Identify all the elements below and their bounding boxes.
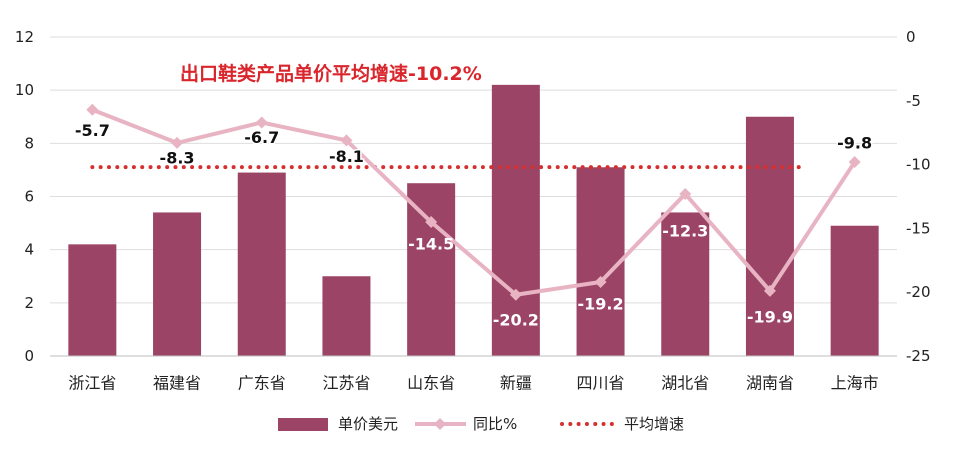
line-marker: [763, 284, 776, 297]
line-marker: [509, 288, 522, 301]
yoy-line-series: [86, 103, 861, 301]
data-label: -12.3: [662, 221, 708, 240]
bar: [745, 116, 794, 356]
legend-item-average: 平均增速: [560, 415, 684, 433]
y-left-tick-label: 4: [24, 241, 34, 259]
legend-label-yoy: 同比%: [473, 415, 517, 433]
data-label: -19.9: [747, 307, 793, 326]
data-label: -14.5: [408, 235, 454, 254]
bar: [153, 212, 202, 356]
legend-label-unit-price: 单价美元: [338, 415, 398, 433]
yoy-line: [91, 107, 857, 297]
line-marker: [340, 134, 353, 147]
x-tick-label: 广东省: [238, 374, 286, 393]
y-left-tick-label: 6: [24, 188, 34, 206]
x-tick-label: 四川省: [577, 374, 625, 393]
y-right-tick-label: -20: [906, 283, 931, 301]
x-tick-label: 江苏省: [322, 374, 370, 393]
data-labels: -5.7 -8.3 -6.7 -8.1 -14.5 -20.2 -19.2 -12.3 -19.…: [73, 120, 873, 330]
y-right-tick-label: -10: [906, 156, 931, 174]
data-label: -20.2: [493, 310, 539, 329]
bar: [322, 276, 371, 356]
y-right-tick-label: -15: [906, 219, 931, 237]
x-tick-label: 湖北省: [661, 374, 709, 393]
data-label: -8.3: [160, 148, 195, 167]
legend-label-average: 平均增速: [624, 415, 684, 433]
bar: [661, 212, 710, 356]
data-label: -6.7: [244, 128, 279, 147]
data-label: -8.1: [329, 147, 364, 166]
line-marker: [255, 116, 268, 129]
bar: [576, 167, 625, 356]
x-tick-label: 山东省: [407, 374, 455, 393]
x-axis: 浙江省 福建省 广东省 江苏省 山东省 新疆 四川省 湖北省 湖南省 上海市: [50, 355, 897, 393]
left-axis: 0 2 4 6 8 10 12: [15, 28, 34, 365]
line-marker: [848, 156, 861, 169]
y-left-tick-label: 8: [24, 134, 34, 152]
legend-diamond-marker: [434, 418, 446, 430]
bar: [407, 183, 456, 356]
legend-item-yoy: 同比%: [415, 415, 517, 433]
x-tick-label: 湖南省: [746, 374, 794, 393]
legend-swatch-bar: [278, 418, 328, 431]
y-left-tick-label: 2: [24, 294, 34, 312]
x-tick-label: 新疆: [500, 374, 532, 393]
y-left-tick-label: 10: [15, 81, 34, 99]
legend: 单价美元 同比% 平均增速: [278, 415, 684, 433]
bar-series-unit-price: [68, 84, 879, 356]
y-right-tick-label: -5: [906, 92, 921, 110]
right-axis: 0 -5 -10 -15 -20 -25: [906, 28, 931, 365]
line-marker: [86, 103, 99, 116]
y-right-tick-label: -25: [906, 347, 931, 365]
line-marker: [425, 216, 438, 229]
line-marker: [679, 187, 692, 200]
y-left-tick-label: 0: [24, 347, 34, 365]
line-marker: [594, 275, 607, 288]
x-tick-label: 福建省: [153, 374, 201, 393]
data-label: -19.2: [577, 294, 623, 313]
bar: [68, 244, 117, 356]
bar: [491, 84, 540, 356]
y-left-tick-label: 12: [15, 28, 34, 46]
data-label: -5.7: [75, 121, 110, 140]
line-marker: [171, 136, 184, 149]
y-right-tick-label: 0: [906, 28, 916, 46]
chart-annotation: 出口鞋类产品单价平均增速-10.2%: [180, 62, 482, 85]
x-tick-label: 浙江省: [68, 374, 116, 393]
bar: [237, 172, 286, 356]
x-tick-label: 上海市: [831, 374, 879, 393]
data-label: -9.8: [837, 134, 872, 153]
bar: [830, 225, 879, 356]
legend-item-unit-price: 单价美元: [278, 415, 398, 433]
